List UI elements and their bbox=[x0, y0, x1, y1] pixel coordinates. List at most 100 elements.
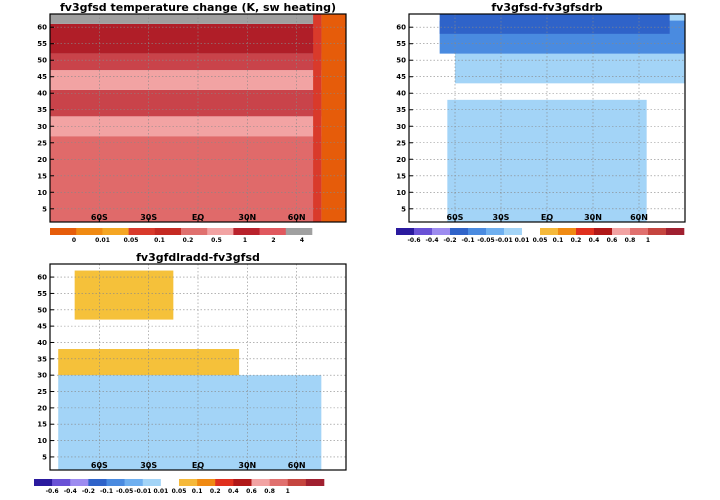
y-tick-label: 25 bbox=[396, 139, 406, 147]
data-region bbox=[313, 14, 322, 222]
y-tick-label: 15 bbox=[37, 421, 47, 429]
colorbar-swatch bbox=[576, 228, 595, 235]
y-tick-label: 20 bbox=[37, 404, 47, 412]
colorbar-label: 0 bbox=[72, 237, 76, 244]
data-region bbox=[50, 23, 322, 54]
colorbar-label: 1 bbox=[243, 237, 247, 244]
colorbar-label: 0.1 bbox=[192, 488, 203, 495]
colorbar-swatch bbox=[102, 228, 129, 235]
colorbar-label: 0.6 bbox=[246, 488, 257, 495]
y-tick-label: 20 bbox=[37, 156, 47, 164]
colorbar-label: 0.5 bbox=[211, 237, 222, 244]
data-region bbox=[58, 349, 240, 379]
colorbar-label: -0.6 bbox=[46, 488, 59, 495]
y-tick-label: 25 bbox=[37, 139, 47, 147]
chart-title: fv3gfdlradd-fv3gfsd bbox=[136, 251, 260, 264]
colorbar-label: 1 bbox=[646, 237, 650, 244]
x-tick-label: 60N bbox=[288, 213, 306, 222]
colorbar-label: -0.6 bbox=[407, 237, 420, 244]
colorbar-swatch bbox=[259, 228, 287, 235]
colorbar-label: -0.2 bbox=[443, 237, 456, 244]
x-tick-label: 60S bbox=[447, 213, 464, 222]
colorbar-label: -0.1 bbox=[461, 237, 474, 244]
colorbar-swatch bbox=[215, 479, 234, 486]
colorbar-swatch bbox=[197, 479, 216, 486]
y-tick-label: 5 bbox=[42, 453, 47, 461]
x-tick-label: 30N bbox=[238, 461, 256, 470]
colorbar-swatch bbox=[486, 228, 505, 235]
colorbar-label: -0.05 bbox=[116, 488, 133, 495]
x-tick-label: 60S bbox=[91, 461, 108, 470]
colorbar-label: 0.05 bbox=[172, 488, 187, 495]
colorbar-swatch bbox=[106, 479, 125, 486]
y-tick-label: 20 bbox=[396, 156, 406, 164]
y-tick-label: 50 bbox=[396, 57, 406, 65]
x-tick-label: 30S bbox=[493, 213, 510, 222]
colorbar-swatch bbox=[612, 228, 631, 235]
x-tick-label: 30S bbox=[140, 461, 157, 470]
y-tick-label: 60 bbox=[37, 274, 47, 282]
colorbar-swatch bbox=[630, 228, 649, 235]
colorbar-swatch bbox=[287, 479, 307, 486]
data-region bbox=[50, 136, 322, 222]
colorbar-swatch bbox=[648, 228, 667, 235]
colorbar-swatch bbox=[88, 479, 107, 486]
data-region bbox=[58, 375, 322, 470]
y-tick-label: 35 bbox=[37, 355, 47, 363]
colorbar-swatch bbox=[124, 479, 144, 486]
chart-panel-1: fv3gfsd temperature change (K, sw heatin… bbox=[37, 1, 347, 244]
colorbar-label: 0.01 bbox=[515, 237, 530, 244]
colorbar-swatch bbox=[160, 479, 180, 486]
colorbar-label: 0.6 bbox=[607, 237, 618, 244]
charts-layer: fv3gfsd temperature change (K, sw heatin… bbox=[34, 1, 686, 495]
colorbar-swatch bbox=[285, 228, 313, 235]
y-tick-label: 30 bbox=[37, 123, 47, 131]
chart-title: fv3gfsd temperature change (K, sw heatin… bbox=[60, 1, 336, 14]
colorbar-swatch bbox=[233, 228, 260, 235]
chart-panel-2: fv3gfsd-fv3gfsdrb 5 10 15 20 25 30 35 40 45 50 55 60… bbox=[396, 1, 686, 244]
colorbar-label: 0.1 bbox=[553, 237, 564, 244]
colorbar-swatch bbox=[432, 228, 451, 235]
colorbar-label: 0.8 bbox=[625, 237, 636, 244]
colorbar-swatch bbox=[251, 479, 270, 486]
colorbar-label: 0.01 bbox=[95, 237, 110, 244]
colorbar-label: 0.4 bbox=[228, 488, 239, 495]
colorbar-swatch bbox=[154, 228, 182, 235]
colorbar-label: -0.01 bbox=[495, 237, 512, 244]
colorbar-label: 0.2 bbox=[210, 488, 221, 495]
colorbar-swatch bbox=[540, 228, 559, 235]
y-tick-label: 25 bbox=[37, 388, 47, 396]
y-tick-label: 30 bbox=[37, 372, 47, 380]
y-tick-label: 55 bbox=[396, 40, 406, 48]
y-tick-label: 5 bbox=[401, 205, 406, 213]
colorbar-label: 0.8 bbox=[264, 488, 275, 495]
colorbar-swatch bbox=[269, 479, 289, 486]
y-tick-label: 35 bbox=[396, 106, 406, 114]
data-region bbox=[321, 14, 346, 222]
colorbar-swatch bbox=[142, 479, 162, 486]
y-tick-label: 10 bbox=[37, 437, 47, 445]
colorbar-label: 1 bbox=[286, 488, 290, 495]
y-tick-label: 30 bbox=[396, 123, 406, 131]
colorbar-swatch bbox=[70, 479, 89, 486]
colorbar-label: 4 bbox=[300, 237, 304, 244]
y-tick-label: 10 bbox=[37, 189, 47, 197]
y-tick-label: 40 bbox=[396, 90, 406, 98]
colorbar-swatch bbox=[558, 228, 577, 235]
plot-regions bbox=[50, 14, 346, 222]
y-tick-label: 55 bbox=[37, 290, 47, 298]
colorbar-swatch bbox=[128, 228, 156, 235]
colorbar-swatch bbox=[34, 479, 53, 486]
x-tick-label: EQ bbox=[192, 461, 204, 470]
colorbar-label: -0.1 bbox=[100, 488, 113, 495]
y-tick-label: 55 bbox=[37, 40, 47, 48]
y-tick-label: 5 bbox=[42, 205, 47, 213]
y-tick-label: 45 bbox=[396, 73, 406, 81]
colorbar-label: -0.4 bbox=[64, 488, 77, 495]
y-tick-label: 50 bbox=[37, 306, 47, 314]
colorbar-label: -0.05 bbox=[477, 237, 494, 244]
colorbar-swatch bbox=[50, 228, 77, 235]
colorbar-label: 0.2 bbox=[183, 237, 194, 244]
colorbar-swatch bbox=[181, 228, 208, 235]
